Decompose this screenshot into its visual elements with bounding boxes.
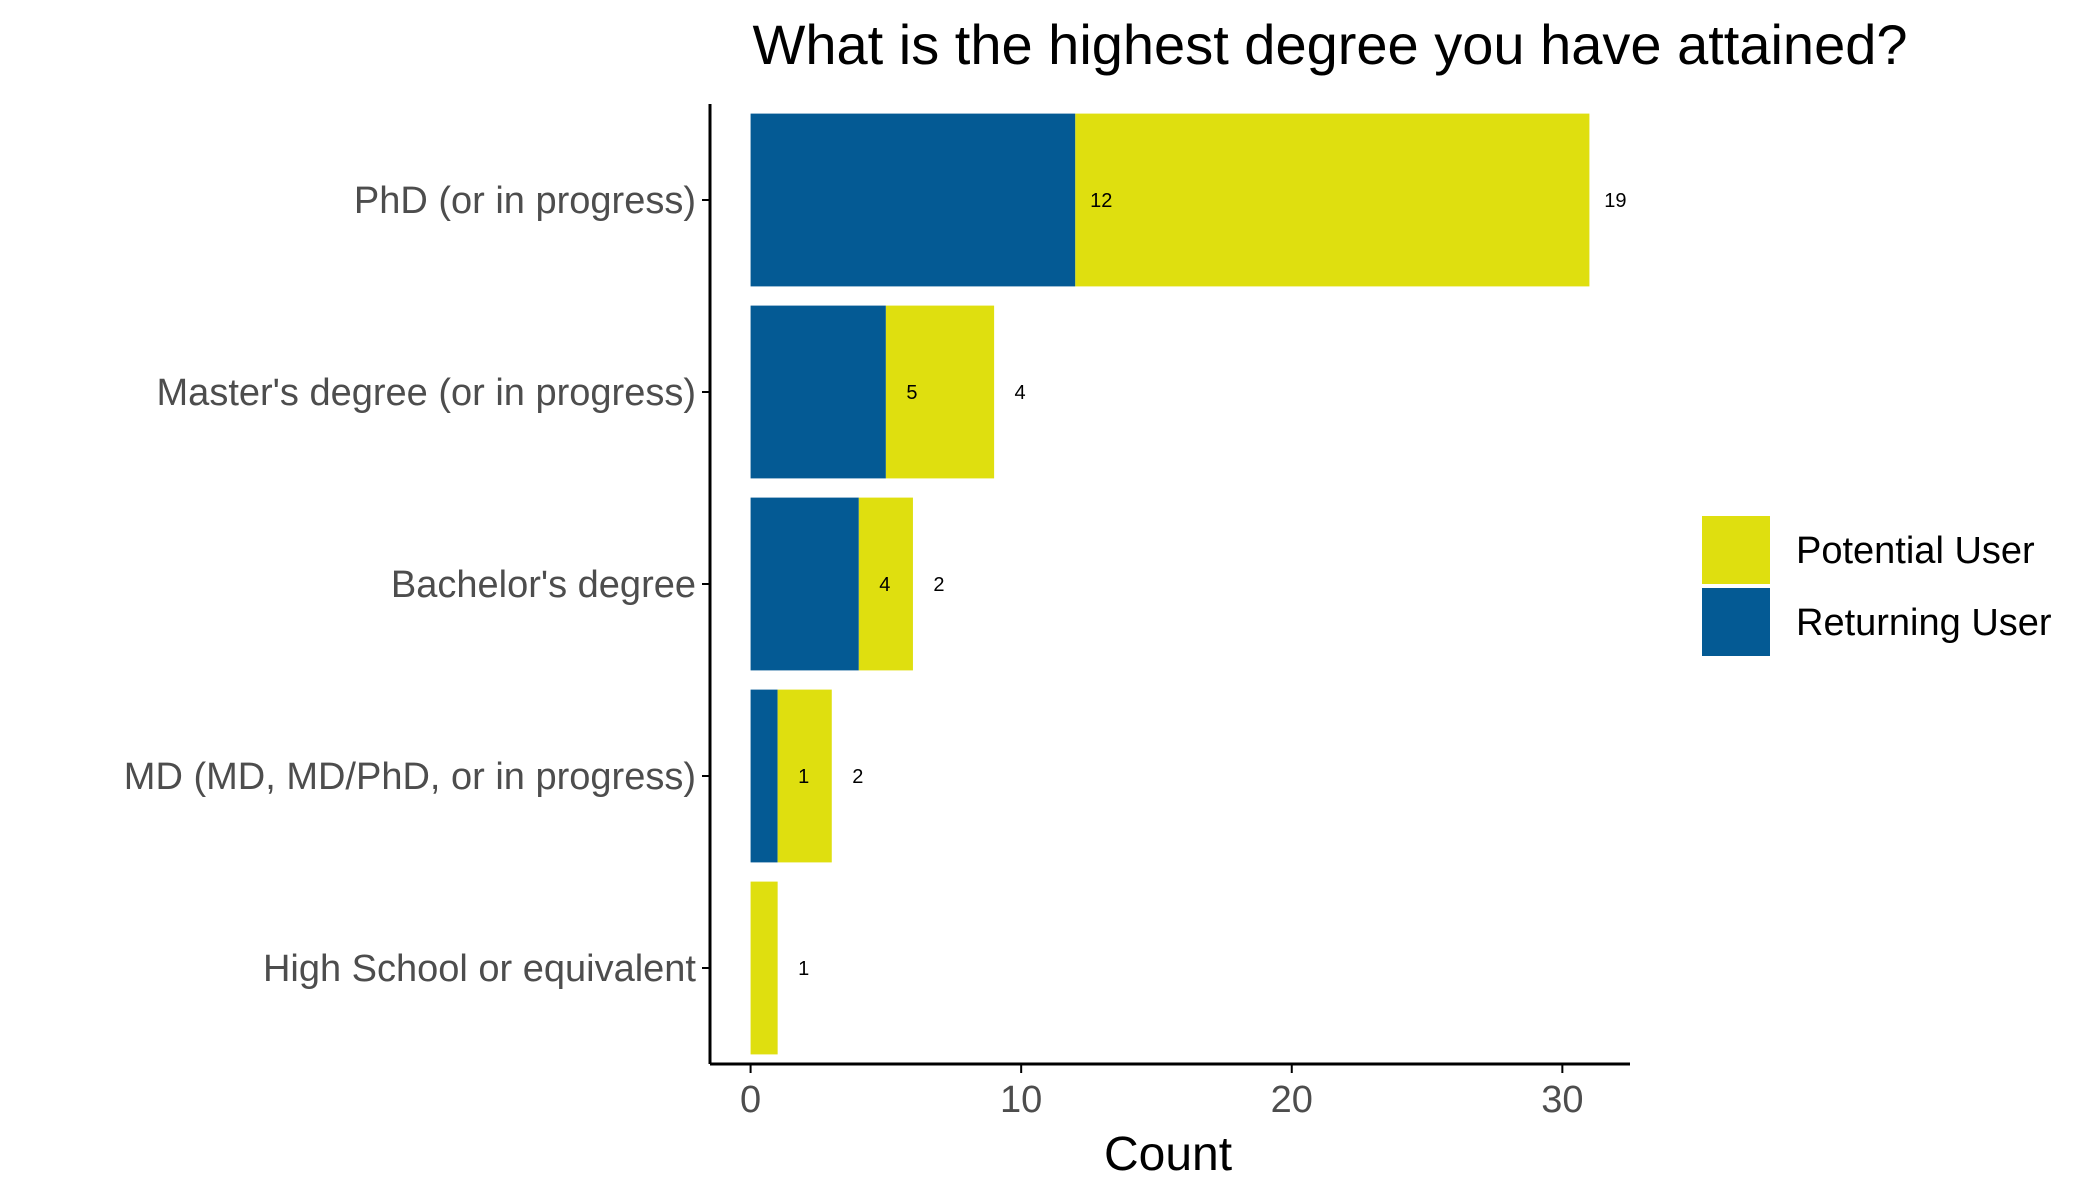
legend-key-returning-user: [1702, 588, 1770, 656]
y-axis: PhD (or in progress) Master's degree (or …: [124, 104, 712, 1064]
bar-returning-user-bachelor-s-degree: [750, 497, 859, 671]
data-label-potential-user-master-s-degree-or-in-progress: 4: [1015, 382, 1026, 404]
legend-key-potential-user: [1702, 516, 1770, 584]
x-axis: 0 10 20 30: [710, 1062, 1630, 1121]
data-label-returning-user-bachelor-s-degree: 4: [879, 574, 890, 596]
data-labels: 12 195 44 21 21: [798, 190, 1626, 980]
bar-returning-user-master-s-degree-or-in-progress: [750, 305, 886, 479]
x-tick-label-0: 0: [740, 1079, 761, 1121]
x-tick-label-10: 10: [1000, 1079, 1042, 1121]
y-tick-label-master-s-degree-or-in-progress: Master's degree (or in progress): [157, 372, 696, 414]
y-tick-label-md-md-md-phd-or-in-progress: MD (MD, MD/PhD, or in progress): [124, 756, 696, 798]
legend: Potential User Returning User: [1702, 516, 2052, 656]
data-label-returning-user-master-s-degree-or-in-progress: 5: [906, 382, 917, 404]
legend-label-potential-user: Potential User: [1796, 530, 2035, 572]
y-tick-label-bachelor-s-degree: Bachelor's degree: [391, 564, 696, 606]
bar-returning-user-md-md-md-phd-or-in-progress: [750, 689, 778, 863]
x-tick-label-30: 30: [1541, 1079, 1583, 1121]
data-label-potential-user-phd-or-in-progress: 19: [1604, 190, 1626, 212]
legend-label-returning-user: Returning User: [1796, 602, 2052, 644]
bar-potential-user-md-md-md-phd-or-in-progress: [777, 689, 832, 863]
x-tick-label-20: 20: [1271, 1079, 1313, 1121]
data-label-returning-user-md-md-md-phd-or-in-progress: 1: [798, 766, 809, 788]
bar-potential-user-phd-or-in-progress: [1075, 113, 1590, 287]
data-label-potential-user-high-school-or-equivalent: 1: [798, 958, 809, 980]
x-axis-label: Count: [1104, 1128, 1232, 1181]
bar-potential-user-master-s-degree-or-in-progress: [885, 305, 995, 479]
data-label-potential-user-bachelor-s-degree: 2: [933, 574, 944, 596]
data-label-returning-user-phd-or-in-progress: 12: [1090, 190, 1112, 212]
data-label-potential-user-md-md-md-phd-or-in-progress: 2: [852, 766, 863, 788]
bar-potential-user-bachelor-s-degree: [858, 497, 913, 671]
bar-returning-user-phd-or-in-progress: [750, 113, 1076, 287]
y-tick-label-high-school-or-equivalent: High School or equivalent: [263, 948, 696, 990]
bars: [750, 113, 1590, 1055]
y-tick-label-phd-or-in-progress: PhD (or in progress): [354, 180, 696, 222]
bar-potential-user-high-school-or-equivalent: [750, 881, 778, 1055]
chart-title: What is the highest degree you have atta…: [753, 13, 1908, 76]
